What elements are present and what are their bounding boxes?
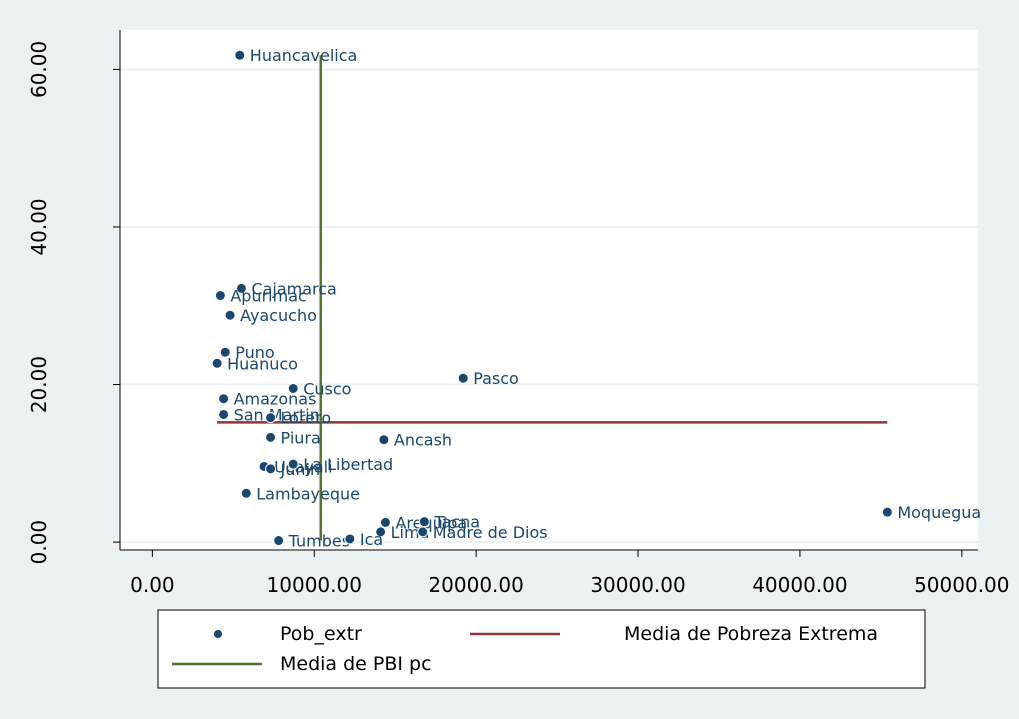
data-point-22 [273,535,285,547]
data-point-20 [375,526,387,538]
legend-marker-pob-extr [214,630,222,638]
data-point-7 [287,382,299,394]
data-point-label-7: Cusco [303,379,351,398]
x-tick-label-5: 50000.00 [914,573,1009,597]
data-point-label-17: Moquegua [897,503,981,522]
data-point-label-10: Loreto [281,409,332,428]
data-point-label-18: Arequipa [395,513,467,532]
y-axis: 0.00 20.00 40.00 60.00 [27,30,121,565]
data-point-label-8: Amazonas [234,390,317,409]
x-axis: 0.00 10000.00 20000.00 30000.00 40000.00 5000… [120,549,1010,597]
legend-label-pob-extr: Pob_extr [280,623,362,645]
data-point-17 [881,506,893,518]
data-point-label-3: Ayacucho [240,306,317,325]
data-point-3 [224,309,236,321]
data-point-14 [265,463,277,475]
x-tick-label-4: 40000.00 [752,573,847,597]
data-point-2 [214,290,226,302]
data-point-label-6: Pasco [473,369,519,388]
x-tick-label-1: 10000.00 [267,573,362,597]
legend-label-poverty-mean: Media de Pobreza Extrema [624,623,878,645]
data-point-label-2: Apurimac [230,287,306,306]
data-point-label-23: Ica [360,530,383,549]
data-point-label-12: Ancash [394,431,452,450]
data-point-8 [218,393,230,405]
data-point-label-15: La Libertad [303,455,393,474]
y-tick-label-1: 20.00 [27,356,51,413]
data-point-11 [265,431,277,443]
data-point-9 [218,408,230,420]
y-tick-label-2: 40.00 [27,198,51,255]
data-point-label-19: Tacna [433,513,480,532]
data-point-12 [378,434,390,446]
data-point-4 [219,346,231,358]
data-point-label-0: Huancavelica [250,46,358,65]
data-point-label-21: Madre de Dios [433,523,548,542]
data-point-label-16: Lambayeque [256,484,360,503]
data-point-label-22: Tumbes [288,532,350,551]
gridlines [120,68,978,544]
data-point-10 [265,412,277,424]
data-point-18 [379,516,391,528]
legend-label-gdp-mean: Media de PBI pc [280,653,432,675]
data-point-6 [457,372,469,384]
data-point-1 [235,282,247,294]
legend-box [157,609,926,689]
data-point-label-1: Cajamarca [251,279,336,298]
data-point-5 [211,357,223,369]
x-tick-label-2: 20000.00 [428,573,523,597]
data-point-15 [287,458,299,470]
legend: Pob_extr Media de Pobreza Extrema Media … [157,609,926,689]
data-point-label-5: Huanuco [227,354,298,373]
data-point-label-4: Puno [235,343,274,362]
data-point-23 [344,533,356,545]
y-tick-label-3: 60.00 [27,41,51,98]
reference-lines [217,55,888,541]
x-tick-label-0: 0.00 [130,573,175,597]
data-point-21 [417,526,429,538]
data-point-label-11: Piura [281,428,321,447]
x-tick-label-3: 30000.00 [590,573,685,597]
data-point-16 [240,487,252,499]
data-point-0 [234,49,246,61]
data-point-label-9: San Martin [234,405,320,424]
y-tick-label-0: 0.00 [27,520,51,565]
